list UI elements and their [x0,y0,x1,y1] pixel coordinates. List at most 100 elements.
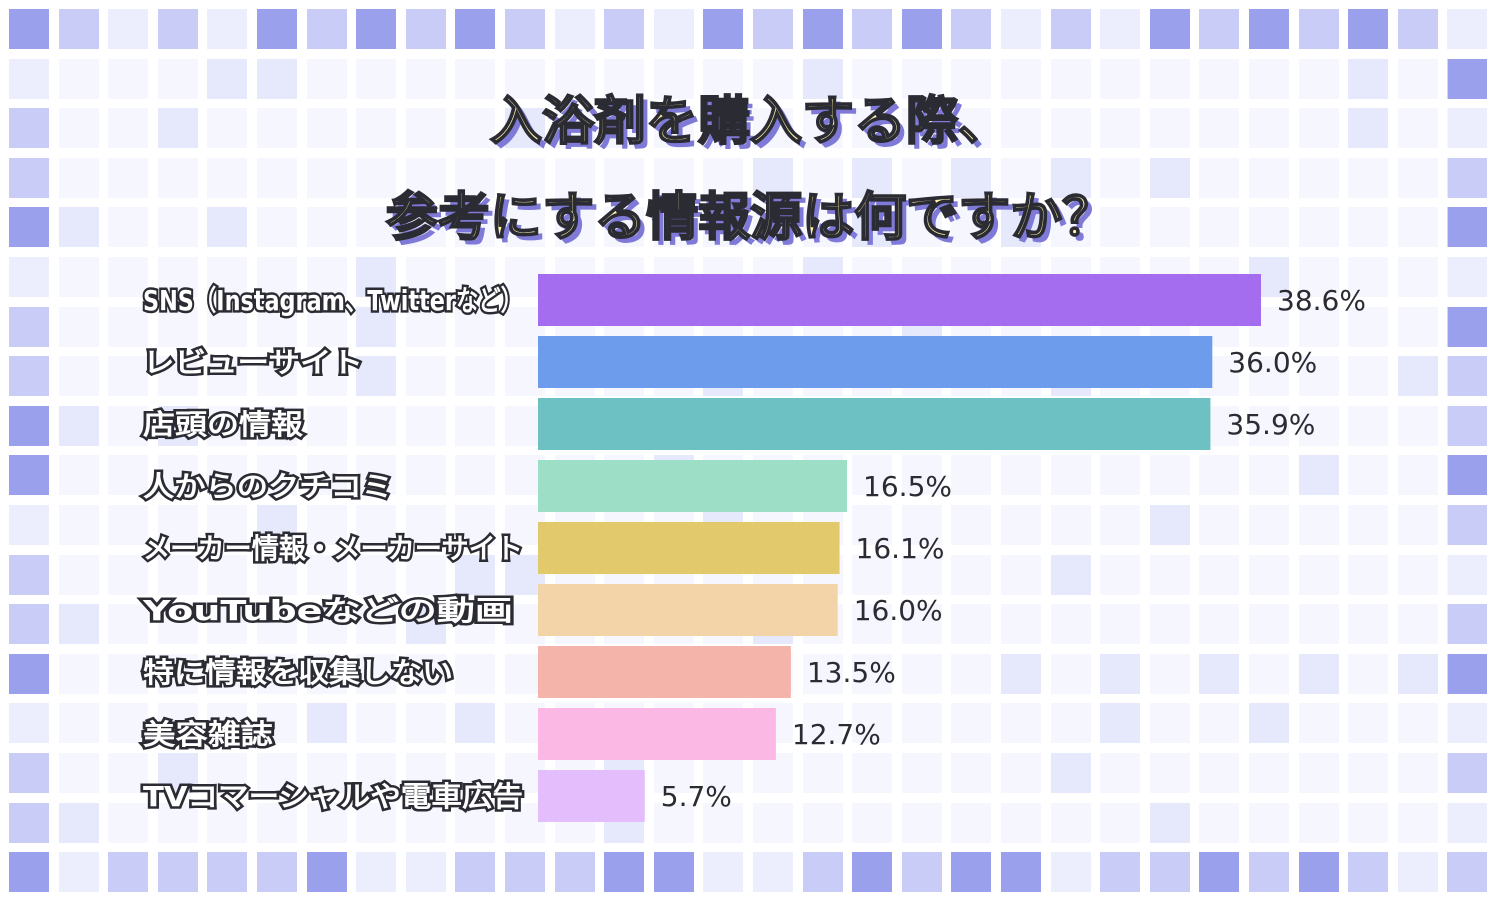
bg-tile [1100,9,1141,49]
bg-tile [1050,852,1091,893]
bg-tile [58,852,99,893]
bg-tile [9,58,49,99]
value-label: 16.0% [854,594,943,627]
title-line-1: 入浴剤を購入する際、 [489,91,1011,153]
bg-tile [207,9,248,49]
bg-tile [703,9,744,49]
bg-tile [9,157,49,198]
bg-tile [852,9,893,49]
bg-tile [9,802,49,843]
bg-tile [1199,9,1240,49]
bg-tile [1397,852,1438,893]
bg-tile [9,108,49,149]
bg-tile [1149,9,1190,49]
bg-tile [1447,653,1488,694]
bg-tile [753,9,793,49]
bar [538,522,840,574]
bg-tile [505,852,545,893]
bg-tile [157,9,198,49]
value-label: 35.9% [1226,408,1315,441]
bg-tile [108,852,149,893]
title-line-2: 参考にする情報源は何ですか？ [385,187,1116,249]
bg-tile [753,852,793,893]
value-label: 12.7% [792,718,881,751]
bg-tile [653,9,694,49]
bg-tile [802,9,843,49]
category-label: 特に情報を収集しない [143,656,453,689]
bg-tile [1298,852,1339,893]
bg-tile [1249,9,1289,49]
bg-tile [9,852,49,893]
bg-tile [306,852,347,893]
bg-tile [1447,753,1488,793]
bg-tile [405,852,446,893]
bg-tile [1348,9,1389,49]
bg-tile [9,257,49,297]
bg-tile [1447,58,1488,99]
value-label: 16.1% [856,532,945,565]
bg-tile [951,9,992,49]
value-label: 5.7% [661,780,732,813]
category-label: TVコマーシャルや電車広告 [143,780,523,813]
value-label: 13.5% [807,656,896,689]
bg-tile [1447,554,1488,595]
bg-tile [9,505,49,545]
bg-tile [604,9,645,49]
bg-tile [1447,157,1488,198]
bg-tile [653,852,694,893]
bg-tile [1447,505,1488,545]
bg-tile [1447,455,1488,496]
bar [538,336,1213,388]
bg-tile [1199,852,1240,893]
bg-tile [1447,9,1488,49]
bg-tile [1100,852,1141,893]
bg-tile [1249,852,1289,893]
bg-tile [356,9,397,49]
bg-tile [9,207,49,248]
bg-tile [9,703,49,744]
bg-tile [9,653,49,694]
bg-tile [9,405,49,446]
bg-tile [157,852,198,893]
bg-tile [9,306,49,347]
category-label: 店頭の情報 [143,408,304,441]
bar [538,646,791,698]
category-label: メーカー情報・メーカーサイト [143,532,523,565]
bg-tile [901,852,942,893]
bg-tile [257,852,297,893]
bg-tile [9,554,49,595]
bg-tile [1397,9,1438,49]
bg-tile [1447,703,1488,744]
bg-tile [9,356,49,397]
category-label: 人からのクチコミ [143,470,393,503]
bg-tile [1298,9,1339,49]
value-label: 36.0% [1228,346,1317,379]
bg-tile [1447,405,1488,446]
bar [538,770,645,822]
bg-tile [1001,9,1041,49]
bg-tile [901,9,942,49]
bg-tile [852,852,893,893]
bg-tile [9,753,49,793]
bg-tile [1447,257,1488,297]
bar [538,584,838,636]
bg-tile [9,9,49,49]
bg-tile [604,852,645,893]
bar [538,274,1261,326]
value-label: 38.6% [1277,284,1366,317]
bg-tile [1447,108,1488,149]
bg-tile [802,852,843,893]
bg-tile [1447,604,1488,645]
bg-tile [1447,802,1488,843]
bg-tile [1001,852,1041,893]
bg-tile [554,9,595,49]
bg-tile [207,852,248,893]
bg-tile [257,9,297,49]
bg-tile [1050,9,1091,49]
category-label: YouTubeなどの動画 [142,594,513,627]
bg-tile [58,9,99,49]
bar [538,708,776,760]
bg-tile [554,852,595,893]
